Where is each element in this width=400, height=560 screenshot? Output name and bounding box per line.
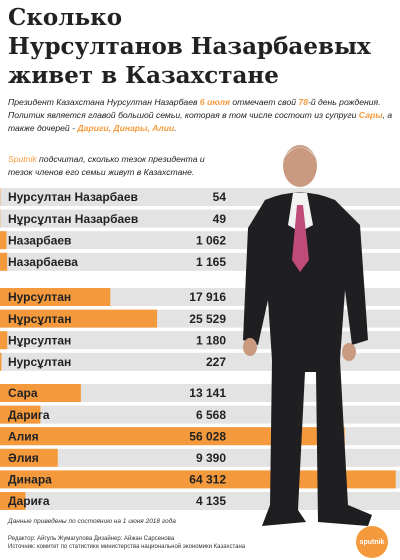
category-label: Нұрсултан	[8, 333, 71, 347]
highlight: Sputnik	[8, 154, 37, 164]
value-label: 64 312	[189, 473, 226, 487]
category-label: Дариға	[8, 494, 50, 508]
category-label: Нұрсұлтан	[8, 312, 71, 326]
note: Данные приведены по состоянию на 1 июня …	[8, 518, 176, 525]
category-label: Нұрсұлтан Назарбаев	[8, 212, 138, 226]
category-label: Нурсултан	[8, 290, 71, 304]
value-label: 13 141	[189, 386, 226, 400]
category-label: Динара	[8, 473, 52, 487]
title-line: живет в Казахстане	[8, 62, 279, 89]
text: подсчитал, сколько тезок президента и те…	[8, 154, 205, 177]
text: отмечает свой	[230, 97, 299, 107]
bar-track	[0, 492, 400, 510]
value-label: 9 390	[196, 451, 226, 465]
credits: Редактор: Айгуль Жумагулова Дизайнер: Ай…	[8, 536, 175, 542]
highlight: Дариги, Динары, Алии	[77, 123, 175, 133]
category-label: Алия	[8, 429, 39, 443]
bar	[0, 252, 8, 271]
bar	[0, 427, 345, 446]
value-label: 1 062	[196, 233, 226, 247]
value-label: 1 165	[196, 255, 226, 269]
category-label: Нурсултан Назарбаев	[8, 190, 138, 204]
bar	[0, 448, 58, 467]
category-label: Әлия	[8, 451, 39, 465]
bar	[0, 331, 8, 350]
bar	[0, 492, 26, 510]
text: .	[174, 123, 177, 133]
category-label: Нурсұлтан	[8, 355, 71, 369]
value-label: 54	[213, 190, 227, 204]
value-label: 25 529	[189, 312, 226, 326]
title-line: Нурсултанов Назарбаевых	[8, 33, 371, 60]
category-label: Дарига	[8, 408, 50, 422]
highlight: 6 июля	[199, 97, 230, 107]
bar	[0, 384, 81, 402]
highlight: Сары	[358, 110, 383, 120]
text: , а также дочерей -	[8, 110, 393, 133]
bar	[0, 352, 2, 371]
logo-text: sputnik	[360, 539, 385, 546]
president-figure	[243, 145, 372, 526]
highlight: 78	[298, 97, 308, 107]
source: Источник: комитет по статистике министер…	[8, 544, 246, 550]
logo: sputnik	[356, 526, 388, 558]
value-label: 4 135	[196, 494, 226, 508]
category-label: Назарбаева	[8, 255, 78, 269]
title-line: Сколько	[8, 4, 123, 31]
text: -й день рождения. Политик является главо…	[8, 97, 381, 120]
bar	[0, 405, 41, 424]
value-label: 17 916	[189, 290, 226, 304]
category-label: Сара	[8, 386, 38, 400]
bar	[0, 231, 7, 250]
value-label: 6 568	[196, 408, 226, 422]
text: Президент Казахстана Нурсултан Назарбаев	[8, 97, 200, 107]
bar	[0, 309, 158, 328]
intro: Президент Казахстана Нурсултан Назарбаев…	[8, 96, 393, 135]
intro: Sputnik подсчитал, сколько тезок президе…	[8, 153, 213, 179]
value-label: 1 180	[196, 333, 226, 347]
value-label: 49	[213, 212, 227, 226]
value-label: 227	[206, 355, 226, 369]
value-label: 56 028	[189, 429, 226, 443]
bar	[0, 288, 111, 306]
category-label: Назарбаев	[8, 233, 71, 247]
